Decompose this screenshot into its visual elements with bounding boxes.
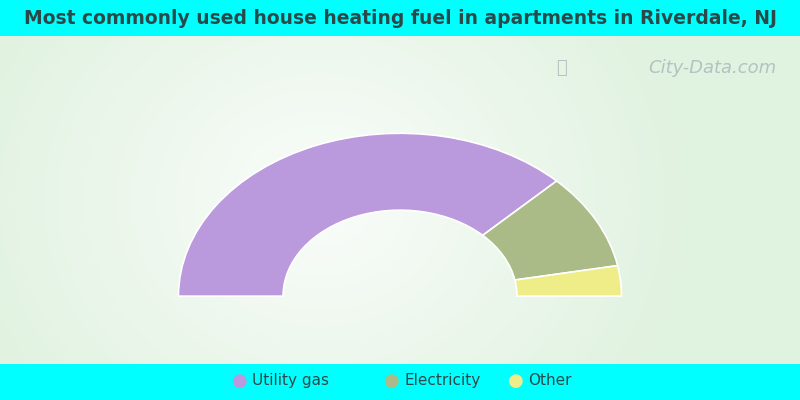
Text: Utility gas: Utility gas <box>252 373 329 388</box>
Text: ●: ● <box>232 372 248 390</box>
Text: Other: Other <box>528 373 571 388</box>
Wedge shape <box>178 133 557 296</box>
Wedge shape <box>515 266 622 296</box>
Text: ●: ● <box>384 372 400 390</box>
Text: Most commonly used house heating fuel in apartments in Riverdale, NJ: Most commonly used house heating fuel in… <box>23 8 777 28</box>
Text: City-Data.com: City-Data.com <box>648 59 776 77</box>
Text: ●: ● <box>508 372 524 390</box>
Text: ⓘ: ⓘ <box>556 59 566 77</box>
Wedge shape <box>482 181 618 280</box>
Text: Electricity: Electricity <box>404 373 480 388</box>
